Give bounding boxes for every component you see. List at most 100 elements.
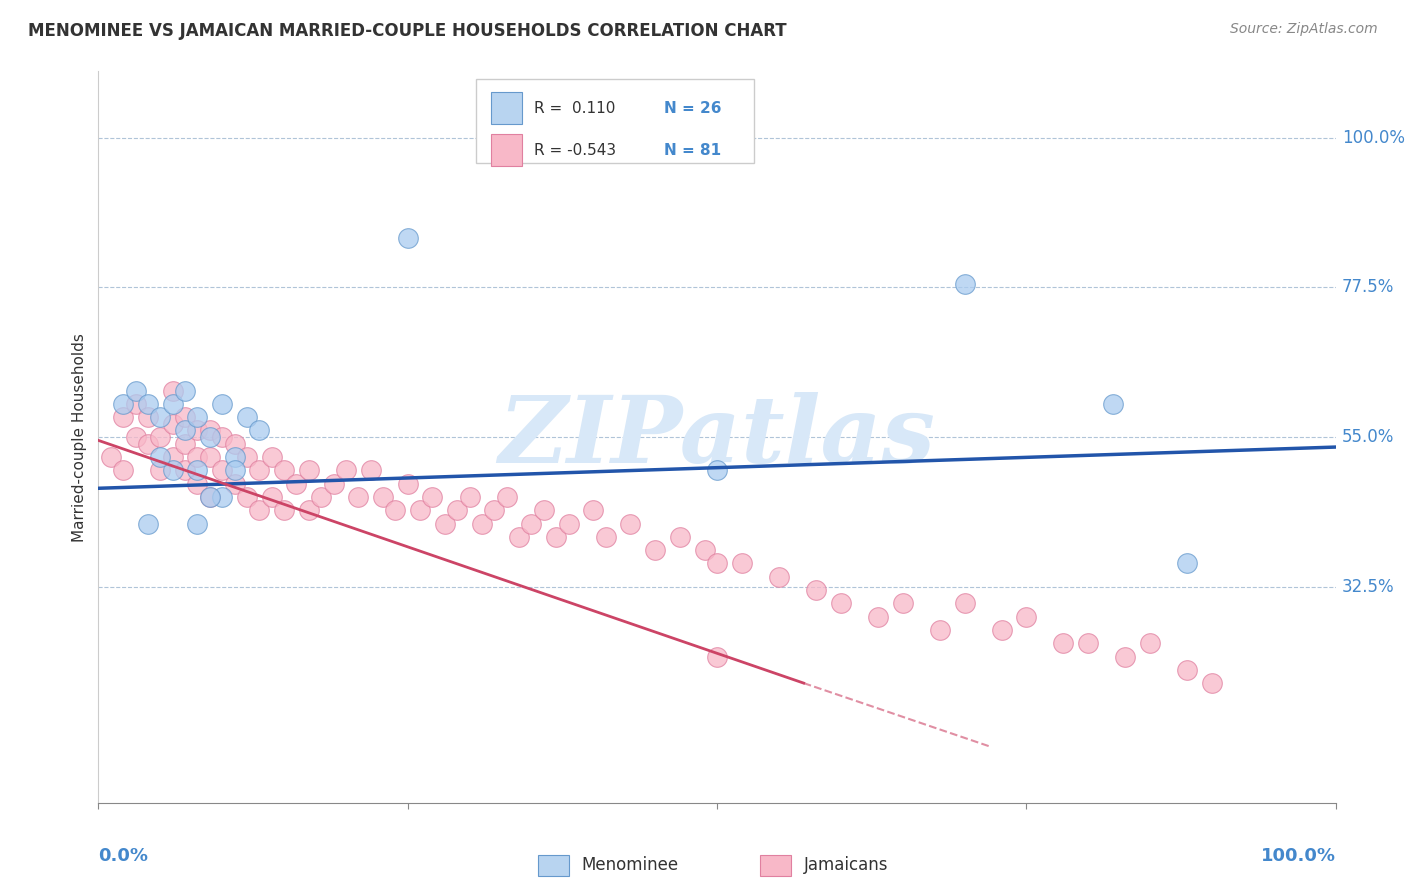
Point	[174, 463, 197, 477]
Point	[149, 463, 172, 477]
Point	[471, 516, 494, 531]
Point	[582, 503, 605, 517]
Point	[149, 410, 172, 425]
FancyBboxPatch shape	[761, 855, 792, 876]
Point	[162, 397, 184, 411]
Text: N = 81: N = 81	[664, 143, 721, 158]
Point	[273, 463, 295, 477]
Text: 77.5%: 77.5%	[1341, 278, 1395, 296]
Point	[396, 476, 419, 491]
Point	[1102, 397, 1125, 411]
Text: Menominee: Menominee	[581, 856, 678, 874]
Point	[124, 384, 146, 398]
Point	[211, 397, 233, 411]
Point	[247, 463, 270, 477]
Point	[211, 430, 233, 444]
Point	[1175, 557, 1198, 571]
Point	[112, 397, 135, 411]
Point	[706, 463, 728, 477]
Text: Jamaicans: Jamaicans	[804, 856, 889, 874]
Point	[371, 490, 394, 504]
Point	[186, 410, 208, 425]
Point	[458, 490, 481, 504]
Point	[953, 277, 976, 292]
Y-axis label: Married-couple Households: Married-couple Households	[72, 333, 87, 541]
FancyBboxPatch shape	[475, 78, 754, 162]
Text: R = -0.543: R = -0.543	[534, 143, 616, 158]
Point	[347, 490, 370, 504]
Point	[706, 557, 728, 571]
Text: 100.0%: 100.0%	[1341, 128, 1405, 147]
Point	[1139, 636, 1161, 650]
Point	[124, 430, 146, 444]
Point	[533, 503, 555, 517]
Point	[149, 430, 172, 444]
Point	[198, 450, 221, 464]
Text: N = 26: N = 26	[664, 101, 721, 116]
Point	[186, 516, 208, 531]
Point	[136, 410, 159, 425]
Point	[100, 450, 122, 464]
Point	[162, 384, 184, 398]
Point	[953, 596, 976, 610]
Point	[198, 424, 221, 438]
FancyBboxPatch shape	[491, 92, 522, 124]
Point	[198, 490, 221, 504]
Text: 32.5%: 32.5%	[1341, 578, 1395, 596]
Point	[731, 557, 754, 571]
Point	[112, 410, 135, 425]
Point	[409, 503, 432, 517]
FancyBboxPatch shape	[537, 855, 568, 876]
Text: 0.0%: 0.0%	[98, 847, 149, 864]
Point	[198, 430, 221, 444]
Point	[174, 384, 197, 398]
Point	[186, 476, 208, 491]
Point	[1175, 663, 1198, 677]
Point	[298, 503, 321, 517]
Point	[236, 490, 259, 504]
Point	[273, 503, 295, 517]
Point	[619, 516, 641, 531]
Point	[706, 649, 728, 664]
Text: 55.0%: 55.0%	[1341, 428, 1395, 446]
Point	[309, 490, 332, 504]
Point	[149, 450, 172, 464]
Point	[174, 410, 197, 425]
Point	[495, 490, 517, 504]
Point	[1201, 676, 1223, 690]
Point	[136, 436, 159, 450]
Point	[224, 436, 246, 450]
Point	[236, 450, 259, 464]
Text: R =  0.110: R = 0.110	[534, 101, 616, 116]
Point	[804, 582, 827, 597]
Text: 100.0%: 100.0%	[1261, 847, 1336, 864]
Point	[247, 503, 270, 517]
Point	[644, 543, 666, 558]
Point	[186, 450, 208, 464]
Point	[236, 410, 259, 425]
Point	[546, 530, 568, 544]
Point	[112, 463, 135, 477]
Point	[174, 436, 197, 450]
Text: MENOMINEE VS JAMAICAN MARRIED-COUPLE HOUSEHOLDS CORRELATION CHART: MENOMINEE VS JAMAICAN MARRIED-COUPLE HOU…	[28, 22, 787, 40]
Point	[211, 490, 233, 504]
Point	[322, 476, 344, 491]
Text: ZIPatlas: ZIPatlas	[499, 392, 935, 482]
Point	[162, 417, 184, 431]
Point	[669, 530, 692, 544]
Point	[1077, 636, 1099, 650]
Point	[124, 397, 146, 411]
Point	[136, 516, 159, 531]
Point	[162, 463, 184, 477]
Point	[520, 516, 543, 531]
Point	[422, 490, 444, 504]
Point	[211, 463, 233, 477]
Point	[866, 609, 889, 624]
Point	[260, 450, 283, 464]
Point	[928, 623, 950, 637]
Point	[396, 230, 419, 244]
Point	[224, 450, 246, 464]
Point	[595, 530, 617, 544]
Point	[433, 516, 456, 531]
Point	[990, 623, 1012, 637]
